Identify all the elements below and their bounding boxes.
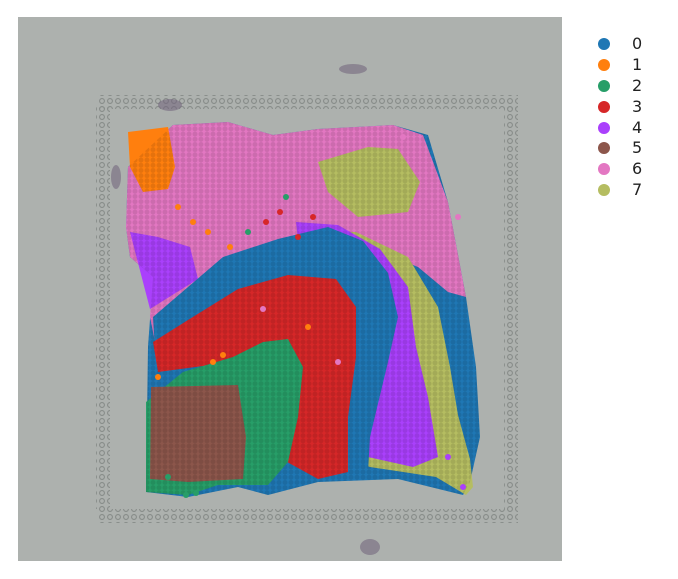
legend-label: 3: [632, 96, 643, 116]
legend-marker-3: [598, 100, 610, 113]
legend-marker-0: [598, 38, 610, 51]
legend-label: 7: [632, 179, 643, 199]
legend-label: 2: [632, 75, 643, 95]
fiducial-frame: [96, 95, 518, 523]
legend-item-6: 6: [592, 159, 672, 180]
legend-marker-7: [598, 183, 610, 196]
tissue-spatial-plot: [18, 17, 562, 561]
legend-label: 1: [632, 55, 643, 75]
scattered-spots: [155, 134, 466, 498]
legend-label: 6: [632, 159, 643, 179]
spot-texture: [126, 122, 480, 497]
legend-item-4: 4: [592, 117, 672, 138]
legend-item-7: 7: [592, 180, 672, 201]
legend-label: 4: [632, 117, 643, 137]
legend-item-1: 1: [592, 55, 672, 76]
legend-label: 5: [632, 138, 643, 158]
legend-item-3: 3: [592, 96, 672, 117]
tissue-debris: [111, 64, 380, 555]
spot-clusters: [126, 122, 480, 497]
legend-marker-6: [598, 163, 610, 176]
legend-marker-1: [598, 59, 610, 72]
legend-marker-5: [598, 142, 610, 155]
legend-marker-4: [598, 121, 610, 134]
legend-item-5: 5: [592, 138, 672, 159]
legend-item-0: 0: [592, 34, 672, 55]
legend-label: 0: [632, 34, 643, 54]
legend-item-2: 2: [592, 76, 672, 97]
legend-marker-2: [598, 79, 610, 92]
